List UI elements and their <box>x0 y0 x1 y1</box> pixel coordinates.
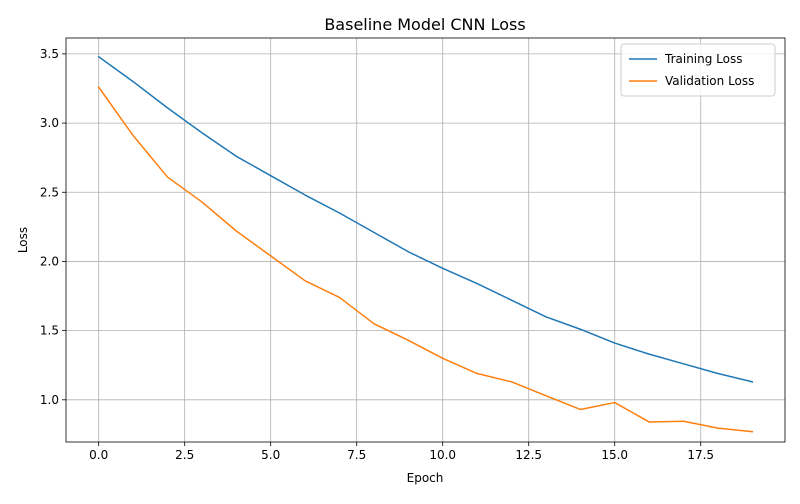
y-tick-label: 1.5 <box>40 324 59 338</box>
legend: Training Loss Validation Loss <box>620 43 776 97</box>
series-line-training-loss <box>97 55 754 383</box>
x-axis-label: Epoch <box>407 471 444 485</box>
x-tick-label: 7.5 <box>347 448 366 462</box>
x-tick-label: 0.0 <box>89 448 108 462</box>
y-tick-label: 3.0 <box>40 116 59 130</box>
legend-box <box>620 43 776 97</box>
chart-title: Baseline Model CNN Loss <box>324 15 525 34</box>
y-tick-label: 3.5 <box>40 47 59 61</box>
y-tick-label: 2.0 <box>40 254 59 268</box>
y-axis-label: Loss <box>16 227 30 253</box>
x-tick-label: 15.0 <box>601 448 628 462</box>
tick-labels: 0.0 2.5 5.0 7.5 10.0 12.5 15.0 17.5 1.0 1.5 2.0 2.5… <box>40 47 714 462</box>
x-tick-label: 17.5 <box>687 448 714 462</box>
y-tick-label: 2.5 <box>40 185 59 199</box>
legend-label: Validation Loss <box>665 74 754 88</box>
x-tick-label: 5.0 <box>261 448 280 462</box>
x-tick-label: 12.5 <box>515 448 542 462</box>
grid-lines <box>66 38 785 442</box>
series-line-validation-loss <box>97 86 754 433</box>
plot-frame <box>65 37 786 443</box>
x-tick-label: 2.5 <box>175 448 194 462</box>
y-tick-label: 1.0 <box>40 393 59 407</box>
axes <box>62 37 786 446</box>
series-lines <box>97 55 754 433</box>
legend-label: Training Loss <box>664 52 742 66</box>
x-tick-label: 10.0 <box>429 448 456 462</box>
